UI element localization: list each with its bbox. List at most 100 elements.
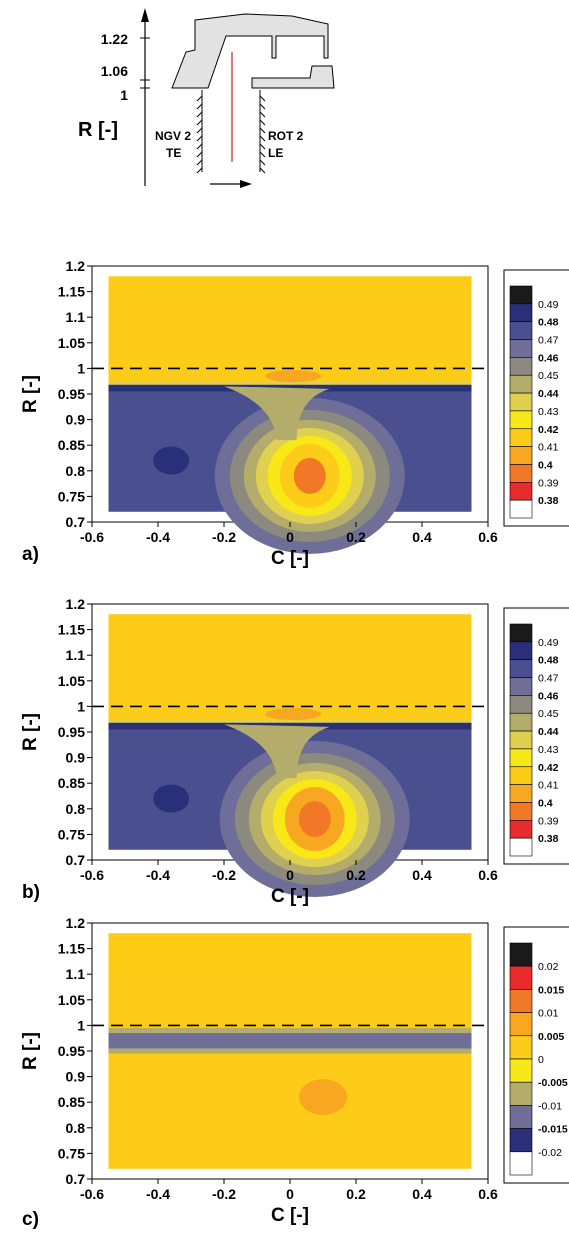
x-tick-label: -0.6 xyxy=(80,1186,104,1202)
colorbar-swatch xyxy=(509,285,533,305)
colorbar-swatch xyxy=(509,1128,533,1153)
schematic-tick-label: 1.22 xyxy=(101,31,128,47)
y-tick-label: 0.7 xyxy=(66,852,86,868)
contour-plot-a: -0.6 -0.4 -0.2 0 0.2 0.4 0.6 0.7 0.75 0.8 0.85 0.9 0… xyxy=(20,258,569,569)
x-tick-label: -0.4 xyxy=(146,529,170,545)
y-tick-label: 0.95 xyxy=(58,1043,85,1059)
colorbar-label: 0.48 xyxy=(538,317,559,329)
contour-throat xyxy=(224,724,330,779)
y-axis-label: R [-] xyxy=(20,1032,41,1070)
colorbar-label: 0.46 xyxy=(538,352,559,364)
x-tick-label: 0.4 xyxy=(412,529,432,545)
colorbar-swatch xyxy=(509,303,533,322)
colorbar-label: 0 xyxy=(538,1054,544,1066)
rotor-platform-shape xyxy=(251,65,335,89)
contour-band xyxy=(108,614,472,722)
contour-plume xyxy=(299,1079,347,1116)
contour-panel-c: -0.6 -0.4 -0.2 0 0.2 0.4 0.6 0.7 0.75 0.8 0.85 0.9 0… xyxy=(0,915,569,1250)
colorbar-label: 0.41 xyxy=(538,780,559,792)
y-axis-label: R [-] xyxy=(20,713,41,751)
x-tick-label: 0.6 xyxy=(478,529,498,545)
y-tick-label: 1 xyxy=(77,1017,85,1033)
ngv-label-te: TE xyxy=(166,146,181,160)
y-axis-label: R [-] xyxy=(20,375,41,413)
contour-plot-b: -0.6 -0.4 -0.2 0 0.2 0.4 0.6 0.7 0.75 0.8 0.85 0.9 0… xyxy=(20,596,569,907)
colorbar-label: 0.01 xyxy=(538,1008,559,1020)
rotor-wall-hatch xyxy=(259,90,266,174)
schematic-axis-label: R [-] xyxy=(78,119,118,141)
y-tick-label: 0.8 xyxy=(66,1120,86,1136)
colorbar-label: 0.47 xyxy=(538,673,559,685)
colorbar-swatch xyxy=(509,1058,533,1083)
contour-plot-c: -0.6 -0.4 -0.2 0 0.2 0.4 0.6 0.7 0.75 0.8 0.85 0.9 0… xyxy=(20,915,569,1226)
colorbar-label: 0.45 xyxy=(538,370,559,382)
colorbar-swatch xyxy=(509,410,533,430)
colorbar-label: -0.02 xyxy=(538,1147,562,1159)
colorbar-swatch xyxy=(509,695,533,714)
contour-panel-b: -0.6 -0.4 -0.2 0 0.2 0.4 0.6 0.7 0.75 0.8 0.85 0.9 0… xyxy=(0,596,569,931)
y-tick-label: 0.7 xyxy=(66,514,86,530)
contour-pocket xyxy=(153,784,190,813)
contour-hotspot xyxy=(265,708,322,721)
colorbar-label: 0.4 xyxy=(538,797,553,809)
colorbar-swatch xyxy=(509,820,533,839)
contour-band xyxy=(108,1033,472,1049)
panel-label: a) xyxy=(22,544,39,565)
y-tick-label: 0.75 xyxy=(58,1145,85,1161)
colorbar-swatch xyxy=(509,677,533,696)
colorbar-swatch xyxy=(509,1035,533,1060)
colorbar-swatch xyxy=(509,464,533,483)
y-tick-label: 1 xyxy=(77,360,85,376)
colorbar-swatch xyxy=(509,623,533,643)
colorbar-swatch xyxy=(509,641,533,660)
colorbar-swatch xyxy=(509,942,533,967)
colorbar-label: 0.41 xyxy=(538,442,559,454)
colorbar-swatch xyxy=(509,321,533,340)
y-tick-label: 0.9 xyxy=(66,1069,86,1085)
colorbar-swatch xyxy=(509,374,533,394)
x-tick-label: -0.2 xyxy=(212,529,236,545)
y-tick-label: 0.85 xyxy=(58,437,85,453)
colorbar-label: 0.48 xyxy=(538,655,559,667)
panel-label: c) xyxy=(22,1209,39,1230)
y-tick-label: 0.9 xyxy=(66,412,86,428)
x-tick-label: 0.6 xyxy=(478,867,498,883)
x-tick-label: 0 xyxy=(286,529,294,545)
colorbar-swatch xyxy=(509,730,533,750)
colorbar-swatch xyxy=(509,392,533,412)
y-tick-label: 1.1 xyxy=(66,647,86,663)
rotor-label-le: LE xyxy=(268,146,283,160)
colorbar-swatch xyxy=(509,1105,533,1129)
y-tick-label: 1.2 xyxy=(66,915,86,931)
colorbar-label: 0.39 xyxy=(538,477,559,489)
x-tick-label: 0 xyxy=(286,1186,294,1202)
colorbar-label: 0.44 xyxy=(538,388,559,400)
colorbar-swatch xyxy=(509,357,533,376)
contour-pocket xyxy=(153,446,190,475)
ngv-label: NGV 2 xyxy=(155,129,191,143)
y-tick-label: 0.85 xyxy=(58,1094,85,1110)
contour-field xyxy=(108,276,472,554)
colorbar-label: 0.47 xyxy=(538,335,559,347)
y-tick-label: 1.15 xyxy=(58,941,85,957)
x-tick-label: 0.6 xyxy=(478,1186,498,1202)
colorbar-label: 0.42 xyxy=(538,424,559,436)
colorbar-swatch xyxy=(509,802,533,821)
contour-panel-a: -0.6 -0.4 -0.2 0 0.2 0.4 0.6 0.7 0.75 0.8 0.85 0.9 0… xyxy=(0,258,569,593)
colorbar-label: 0.43 xyxy=(538,406,559,418)
colorbar-swatch xyxy=(509,499,533,519)
y-tick-label: 0.75 xyxy=(58,488,85,504)
contour-transition xyxy=(108,719,472,726)
x-tick-label: -0.2 xyxy=(212,867,236,883)
colorbar-label: 0.49 xyxy=(538,637,559,649)
colorbar-swatch xyxy=(509,837,533,857)
colorbar-label: -0.005 xyxy=(538,1077,568,1089)
colorbar-swatch xyxy=(509,989,533,1013)
schematic-tick-label: 1 xyxy=(120,87,128,103)
colorbar-label: 0.38 xyxy=(538,495,559,507)
colorbar-swatch xyxy=(509,965,533,990)
contour-plume xyxy=(293,457,326,494)
contour-plume xyxy=(298,801,331,838)
colorbar-label: 0.45 xyxy=(538,708,559,720)
x-tick-label: -0.4 xyxy=(146,1186,170,1202)
